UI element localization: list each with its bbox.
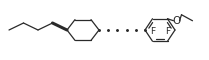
Text: O: O: [172, 16, 181, 26]
Text: F: F: [150, 27, 155, 36]
Text: F: F: [165, 27, 170, 36]
